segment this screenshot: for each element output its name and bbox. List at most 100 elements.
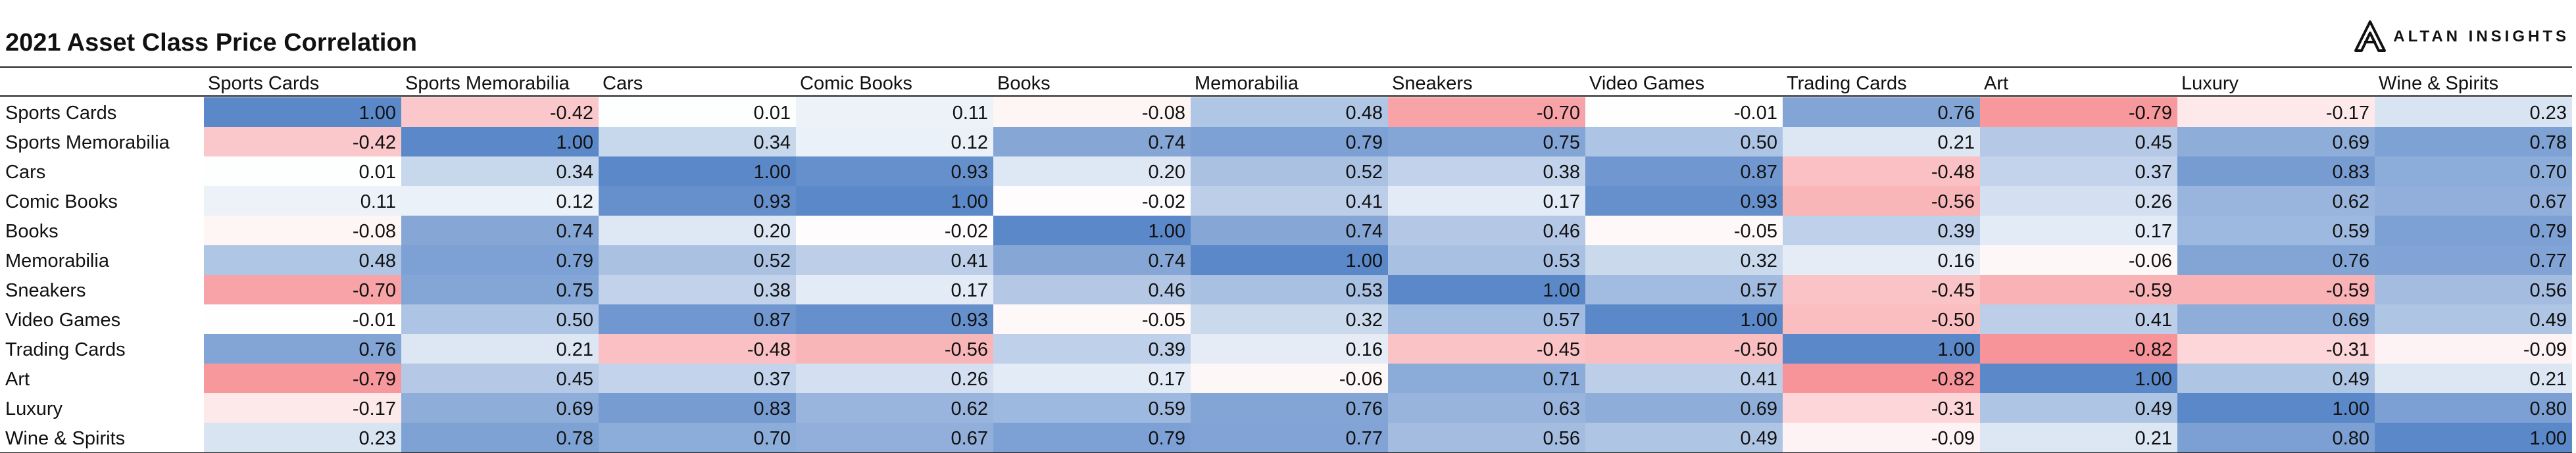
cell-value: 0.11	[360, 191, 396, 212]
heatmap-cell	[1980, 245, 2177, 275]
cell-value: 0.50	[1741, 132, 1777, 153]
heatmap-cell	[1980, 304, 2177, 334]
cell-value: -0.59	[2129, 280, 2172, 301]
heatmap-cell	[993, 304, 1191, 334]
heatmap-cell	[1585, 423, 1783, 452]
cell-value: 1.00	[1543, 280, 1580, 301]
heatmap-cell	[401, 334, 599, 364]
heatmap-cell	[2375, 275, 2572, 304]
heatmap-cell	[1585, 334, 1783, 364]
cell-value: -0.02	[945, 221, 988, 242]
cell-value: 0.78	[2530, 132, 2567, 153]
heatmap-cell	[2177, 186, 2375, 216]
cell-value: 1.00	[1938, 339, 1975, 360]
cell-value: 0.45	[2135, 132, 2172, 153]
cell-value: 0.59	[1149, 398, 1185, 419]
cell-value: 0.53	[1543, 250, 1580, 272]
heatmap-cell	[1191, 364, 1388, 393]
mountain-logo-icon	[2354, 20, 2387, 52]
cell-value: 0.79	[1346, 132, 1383, 153]
cell-value: 0.93	[951, 310, 988, 331]
heatmap-cell	[1980, 275, 2177, 304]
heatmap-cell	[2375, 97, 2572, 127]
cell-value: 1.00	[2333, 398, 2369, 419]
heatmap-cell	[599, 127, 796, 156]
cell-value: 1.00	[2135, 369, 2172, 390]
column-header: Sneakers	[1392, 73, 1473, 94]
cell-value: 0.69	[1741, 398, 1777, 419]
cell-value: 0.12	[951, 132, 988, 153]
heatmap-cell	[1980, 364, 2177, 393]
heatmap-cell	[796, 216, 993, 245]
cell-value: 0.12	[557, 191, 593, 212]
cell-value: -0.50	[1931, 310, 1975, 331]
cell-value: 0.20	[754, 221, 791, 242]
cell-value: 0.87	[754, 310, 791, 331]
heatmap-cell	[1783, 127, 1980, 156]
cell-value: -0.56	[1931, 191, 1975, 212]
heatmap-cell	[1585, 393, 1783, 423]
cell-value: 0.01	[359, 162, 396, 183]
heatmap-cell	[1191, 334, 1388, 364]
heatmap-cell	[993, 156, 1191, 186]
heatmap-cell	[599, 216, 796, 245]
cell-value: -0.79	[353, 369, 396, 390]
cell-value: 0.49	[2530, 310, 2567, 331]
cell-value: 0.26	[2135, 191, 2172, 212]
cell-value: 0.20	[1149, 162, 1185, 183]
cell-value: 0.39	[1149, 339, 1185, 360]
row-label: Comic Books	[5, 191, 118, 212]
heatmap-cell	[993, 127, 1191, 156]
heatmap-cell	[2375, 216, 2572, 245]
cell-value: -0.79	[2129, 103, 2172, 124]
cell-value: 0.50	[557, 310, 593, 331]
cell-value: 0.69	[557, 398, 593, 419]
heatmap-cell	[796, 393, 993, 423]
cell-value: -0.01	[353, 310, 396, 331]
cell-value: -0.45	[1537, 339, 1580, 360]
heatmap-cell	[599, 304, 796, 334]
column-header: Video Games	[1589, 73, 1704, 94]
heatmap-cell	[1980, 393, 2177, 423]
heatmap-cell	[2177, 334, 2375, 364]
heatmap-cell	[1585, 275, 1783, 304]
row-label: Cars	[5, 162, 45, 183]
cell-value: 0.52	[1346, 162, 1383, 183]
cell-value: 0.23	[2530, 103, 2567, 124]
cell-value: -0.02	[1142, 191, 1185, 212]
row-label: Sports Memorabilia	[5, 132, 170, 153]
cell-value: 0.67	[951, 428, 988, 449]
heatmap-cell	[204, 245, 401, 275]
heatmap-cell	[401, 393, 599, 423]
heatmap-cell	[2177, 216, 2375, 245]
cell-value: -0.70	[353, 280, 396, 301]
column-header: Books	[997, 73, 1051, 94]
cell-value: 0.38	[754, 280, 791, 301]
heatmap-cell	[1783, 186, 1980, 216]
cell-value: 0.75	[1543, 132, 1580, 153]
column-header: Art	[1984, 73, 2008, 94]
cell-value: -0.45	[1931, 280, 1975, 301]
cell-value: -0.42	[550, 103, 593, 124]
heatmap-cell	[204, 216, 401, 245]
heatmap-cell	[1585, 245, 1783, 275]
cell-value: 0.21	[1938, 132, 1975, 153]
cell-value: 0.11	[953, 103, 988, 124]
heatmap-cell	[796, 275, 993, 304]
heatmap-cell	[599, 275, 796, 304]
cell-value: 0.69	[2333, 132, 2369, 153]
heatmap-cell	[1783, 97, 1980, 127]
heatmap-cell	[599, 186, 796, 216]
cell-value: 0.56	[1543, 428, 1580, 449]
cell-value: 0.34	[557, 162, 593, 183]
heatmap-cell	[1388, 186, 1585, 216]
cell-value: 0.41	[2135, 310, 2172, 331]
heatmap-cell	[1191, 423, 1388, 452]
cell-value: 0.63	[1543, 398, 1580, 419]
heatmap-cell	[796, 423, 993, 452]
heatmap-cell	[1783, 275, 1980, 304]
heatmap-cell	[2375, 334, 2572, 364]
cell-value: 0.37	[754, 369, 791, 390]
cell-value: 0.45	[557, 369, 593, 390]
heatmap-cell	[1388, 275, 1585, 304]
